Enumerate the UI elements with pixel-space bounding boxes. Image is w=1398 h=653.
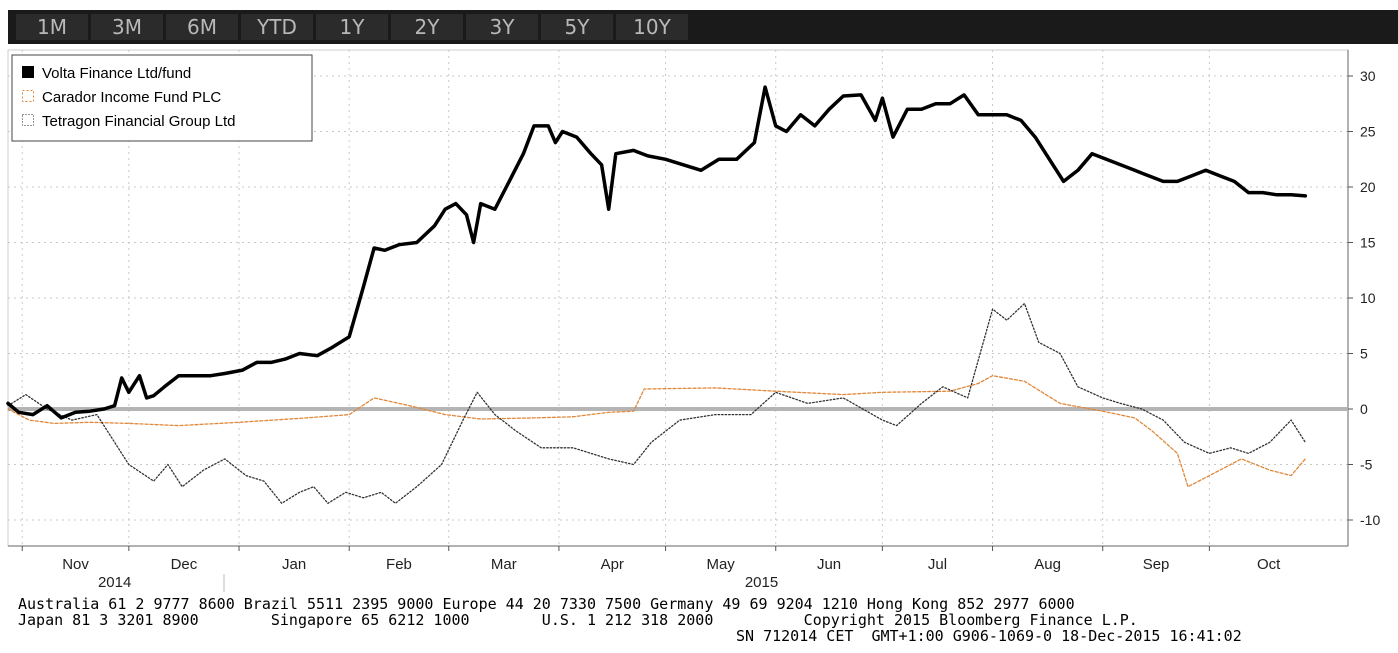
tab-5y[interactable]: 5Y: [541, 14, 613, 40]
y-tick-label: 5: [1360, 346, 1368, 362]
y-tick-label: 10: [1360, 290, 1376, 306]
series-line-volta: [6, 85, 1308, 420]
x-tick-label: Dec: [171, 556, 198, 573]
footer-contact-line-1: Australia 61 2 9777 8600 Brazil 5511 239…: [18, 595, 1075, 613]
tab-3m[interactable]: 3M: [91, 14, 163, 40]
series-line-carador: [7, 375, 1306, 488]
x-tick-label: Mar: [491, 556, 517, 573]
x-tick-label: Apr: [601, 556, 624, 573]
x-tick-label: May: [706, 556, 735, 573]
legend-swatch-volta: [22, 66, 34, 78]
y-tick-label: -5: [1360, 457, 1373, 473]
footer-contact-line-2: Japan 81 3 3201 8900 Singapore 65 6212 1…: [18, 611, 1138, 629]
y-tick-label: 15: [1360, 235, 1376, 251]
x-tick-label: Jun: [817, 556, 841, 573]
tab-10y[interactable]: 10Y: [616, 14, 688, 40]
legend-swatch-carador: [22, 90, 34, 102]
tab-1y[interactable]: 1Y: [316, 14, 388, 40]
x-tick-label: Aug: [1034, 556, 1061, 573]
tab-2y[interactable]: 2Y: [391, 14, 463, 40]
tab-6m[interactable]: 6M: [166, 14, 238, 40]
legend: Volta Finance Ltd/fund Carador Income Fu…: [11, 54, 313, 142]
series-group: [6, 85, 1308, 504]
x-tick-label: Jan: [282, 556, 306, 573]
bloomberg-footer: Australia 61 2 9777 8600 Brazil 5511 239…: [18, 597, 1388, 645]
legend-box: [11, 54, 313, 142]
y-tick-label: 0: [1360, 401, 1368, 417]
y-tick-label: 25: [1360, 124, 1376, 140]
legend-label-carador: Carador Income Fund PLC: [42, 89, 221, 106]
y-tick-label: 30: [1360, 68, 1376, 84]
x-axis: Nov Dec Jan Feb Mar Apr May Jun Jul Aug Sep Oct 2014…: [21, 546, 1281, 592]
x-tick-label: Feb: [386, 556, 412, 573]
x-tick-label: Nov: [62, 556, 89, 573]
tab-ytd[interactable]: YTD: [241, 14, 313, 40]
x-tick-label: Sep: [1143, 556, 1170, 573]
y-tick-label: 20: [1360, 179, 1376, 195]
legend-label-tetragon: Tetragon Financial Group Ltd: [42, 113, 235, 130]
x-tick-label: Oct: [1257, 556, 1281, 573]
y-tick-label: -10: [1360, 512, 1380, 528]
tab-1m[interactable]: 1M: [16, 14, 88, 40]
x-tick-label: Jul: [928, 556, 947, 573]
timeframe-tab-bar: 1M 3M 6M YTD 1Y 2Y 3Y 5Y 10Y: [8, 10, 1398, 44]
x-year-label: 2015: [745, 574, 778, 591]
legend-swatch-tetragon: [22, 114, 34, 126]
legend-label-volta: Volta Finance Ltd/fund: [42, 65, 191, 82]
y-axis: 30 25 20 15 10 5 0 -5 -10: [1348, 68, 1380, 528]
footer-timestamp-line: SN 712014 CET GMT+1:00 G906-1069-0 18-De…: [736, 627, 1242, 645]
series-line-tetragon: [7, 302, 1306, 504]
tab-3y[interactable]: 3Y: [466, 14, 538, 40]
x-year-label: 2014: [98, 574, 131, 591]
